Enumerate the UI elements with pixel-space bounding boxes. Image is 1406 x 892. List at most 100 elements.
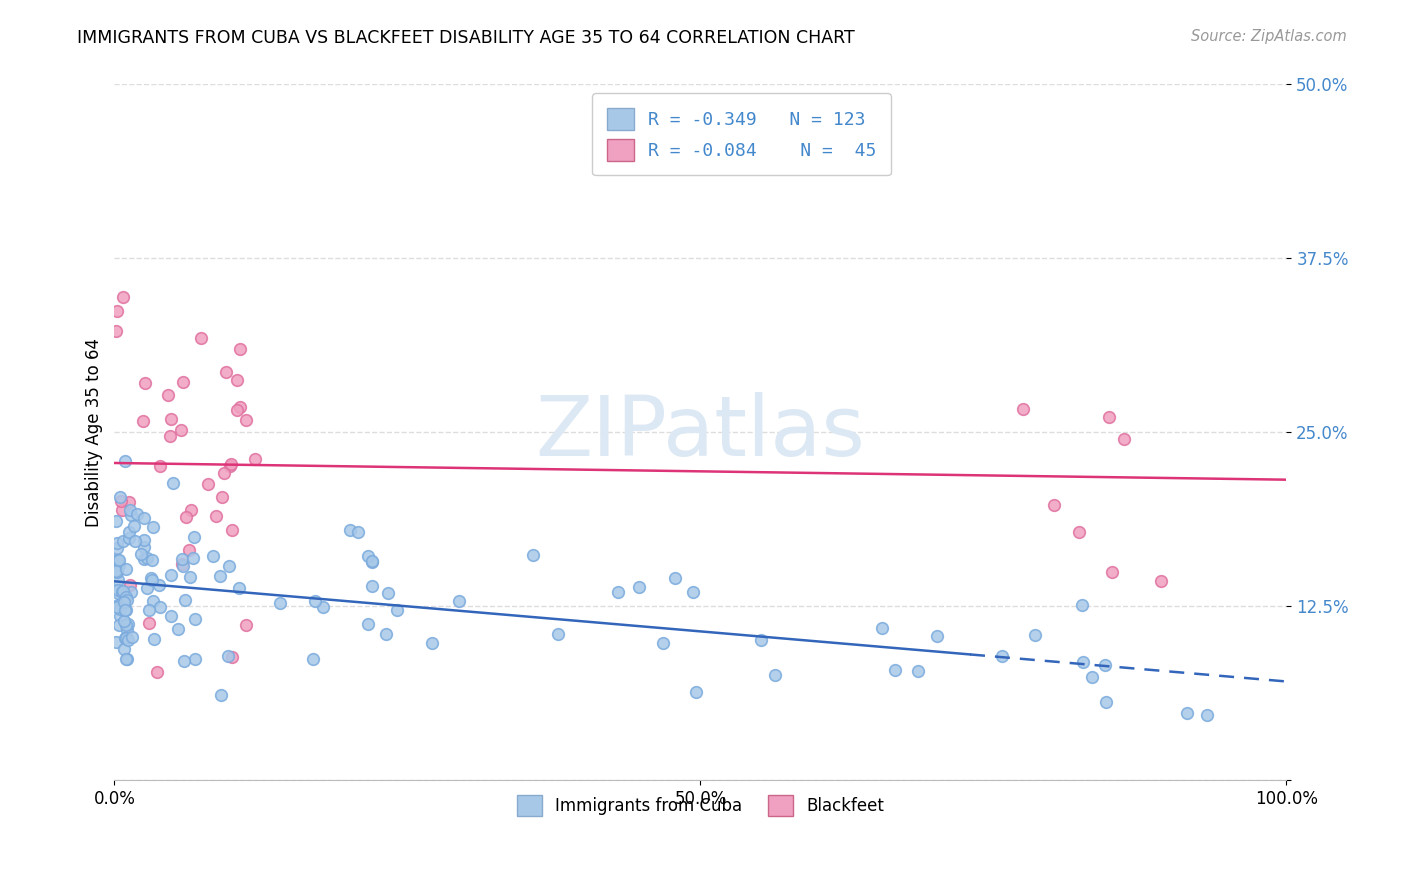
Point [385, 603, 408, 617]
Point [180, 502, 202, 516]
Point [111, 585, 134, 599]
Point [118, 531, 141, 545]
Point [229, 400, 252, 414]
Point [108, 618, 131, 632]
Point [159, 429, 181, 443]
Point [1150, 574, 1173, 588]
Point [449, 594, 471, 608]
Point [117, 623, 139, 637]
Point [883, 663, 905, 677]
Point [357, 616, 380, 631]
Point [225, 403, 247, 417]
Point [108, 598, 131, 612]
Point [138, 603, 160, 617]
Point [104, 635, 127, 649]
Point [1195, 707, 1218, 722]
Point [117, 633, 139, 648]
Point [215, 365, 238, 379]
Point [204, 508, 226, 523]
Point [269, 596, 291, 610]
Point [108, 602, 131, 616]
Point [111, 290, 134, 304]
Point [115, 652, 138, 666]
Point [301, 652, 323, 666]
Point [181, 551, 204, 566]
Point [547, 626, 569, 640]
Point [111, 533, 134, 548]
Point [110, 494, 132, 508]
Point [190, 331, 212, 345]
Point [172, 559, 194, 574]
Point [682, 584, 704, 599]
Point [1071, 598, 1094, 612]
Point [148, 578, 170, 592]
Point [1042, 499, 1064, 513]
Point [374, 627, 396, 641]
Point [1081, 670, 1104, 684]
Point [120, 585, 142, 599]
Point [183, 530, 205, 544]
Point [170, 423, 193, 437]
Point [107, 573, 129, 587]
Point [1011, 401, 1033, 416]
Point [141, 552, 163, 566]
Point [304, 594, 326, 608]
Point [1112, 432, 1135, 446]
Point [174, 510, 197, 524]
Point [209, 569, 232, 583]
Point [107, 553, 129, 567]
Point [142, 594, 165, 608]
Point [114, 618, 136, 632]
Point [105, 304, 128, 318]
Point [221, 649, 243, 664]
Point [127, 508, 149, 522]
Point [142, 520, 165, 534]
Point [346, 525, 368, 540]
Point [184, 612, 207, 626]
Text: ZIPatlas: ZIPatlas [536, 392, 865, 473]
Point [108, 558, 131, 572]
Point [652, 636, 675, 650]
Point [1175, 706, 1198, 720]
Point [209, 688, 232, 702]
Point [122, 518, 145, 533]
Point [217, 649, 239, 664]
Point [166, 622, 188, 636]
Point [105, 541, 128, 555]
Point [105, 599, 128, 614]
Point [763, 668, 786, 682]
Point [114, 652, 136, 666]
Point [927, 629, 949, 643]
Point [114, 454, 136, 468]
Point [107, 586, 129, 600]
Point [522, 548, 544, 562]
Point [243, 452, 266, 467]
Point [134, 552, 156, 566]
Point [108, 490, 131, 504]
Point [1095, 695, 1118, 709]
Point [1101, 566, 1123, 580]
Point [105, 324, 128, 338]
Point [360, 555, 382, 569]
Point [117, 617, 139, 632]
Point [170, 557, 193, 571]
Point [108, 609, 131, 624]
Point [907, 664, 929, 678]
Point [664, 571, 686, 585]
Point [361, 554, 384, 568]
Point [149, 599, 172, 614]
Point [228, 581, 250, 595]
Point [115, 562, 138, 576]
Point [685, 685, 707, 699]
Point [136, 551, 159, 566]
Point [111, 503, 134, 517]
Point [218, 559, 240, 574]
Point [134, 533, 156, 548]
Point [628, 580, 651, 594]
Point [112, 642, 135, 657]
Point [219, 458, 242, 473]
Point [607, 584, 630, 599]
Point [991, 648, 1014, 663]
Point [111, 583, 134, 598]
Point [357, 549, 380, 564]
